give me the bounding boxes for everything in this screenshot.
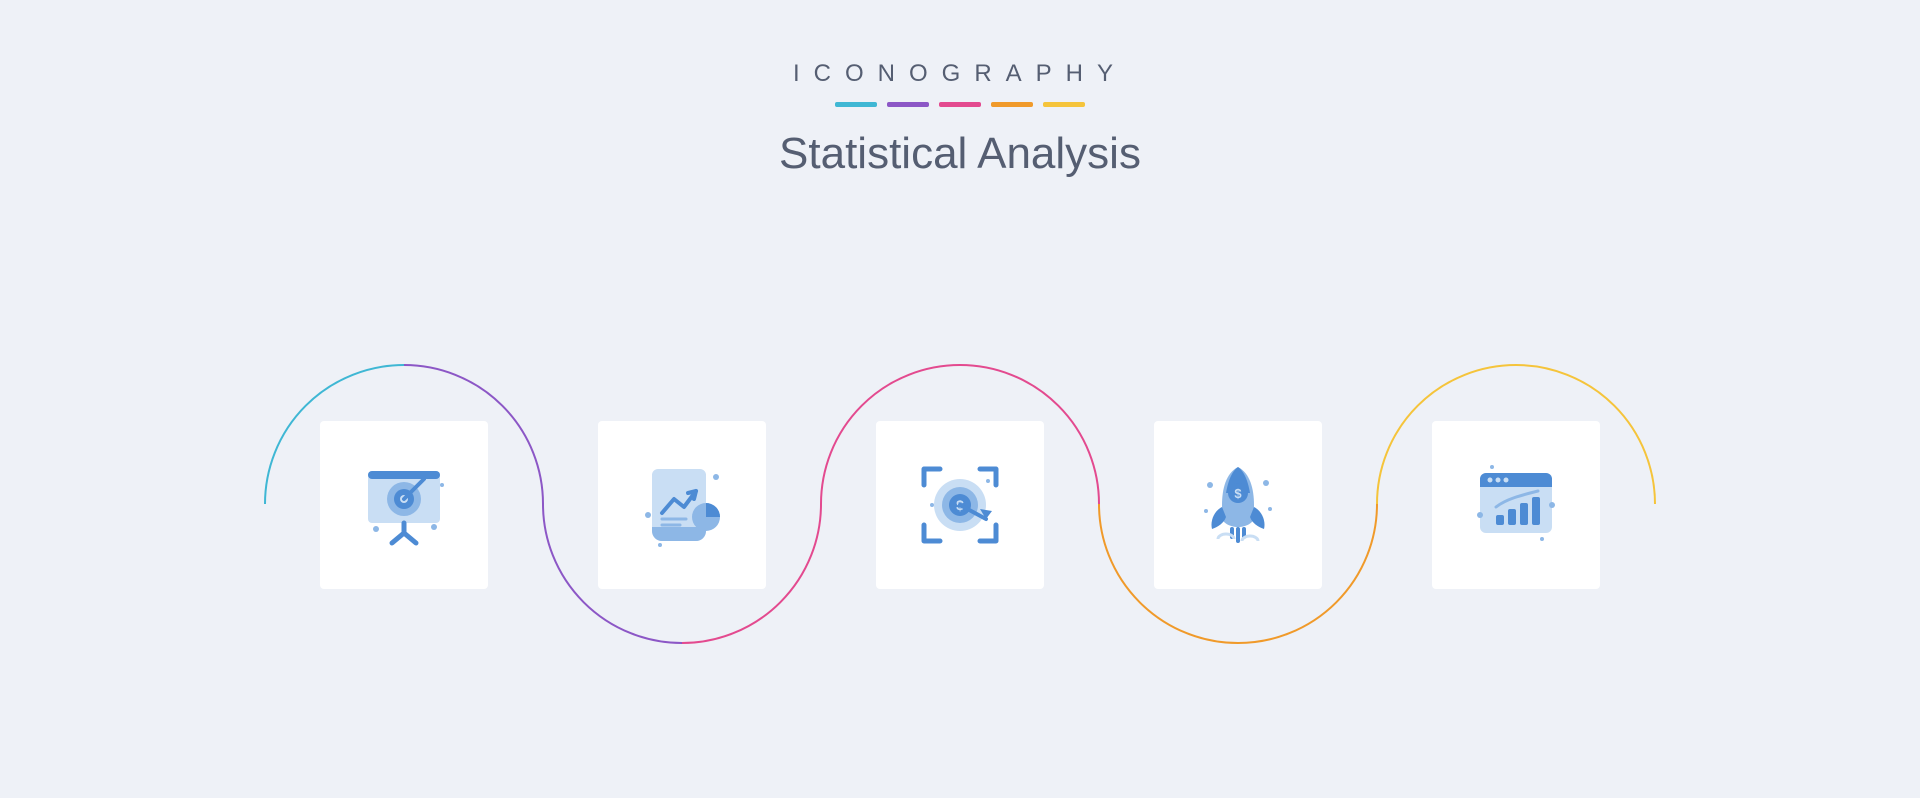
page-title: Statistical Analysis <box>0 129 1920 179</box>
browser-chart-icon <box>1466 455 1566 555</box>
presentation-target-icon <box>354 455 454 555</box>
icon-card-presentation <box>320 421 488 589</box>
report-document-icon <box>632 455 732 555</box>
icon-card-rocket: $ <box>1154 421 1322 589</box>
icon-card-browser-chart <box>1432 421 1600 589</box>
brand-label: ICONOGRAPHY <box>0 60 1920 88</box>
icon-card-money-target: $ <box>876 421 1044 589</box>
icons-row: $ $ <box>0 420 1920 590</box>
money-target-icon: $ <box>910 455 1010 555</box>
svg-text:$: $ <box>1234 486 1242 501</box>
rocket-launch-icon: $ <box>1188 455 1288 555</box>
brand-underline <box>0 102 1920 107</box>
icon-card-report <box>598 421 766 589</box>
